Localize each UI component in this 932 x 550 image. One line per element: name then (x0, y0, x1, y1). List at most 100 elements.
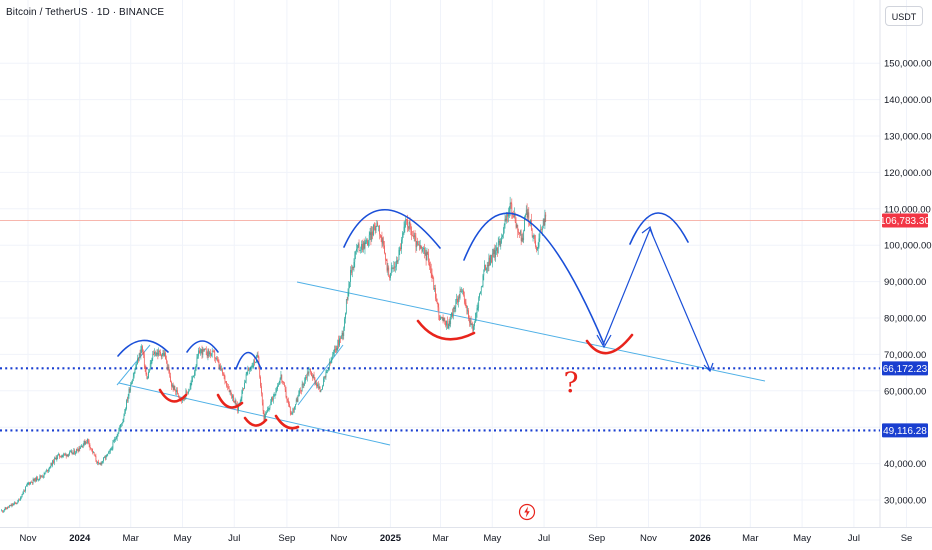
candle-body (427, 251, 429, 254)
blue-arc-annotation (343, 209, 441, 249)
candle-body (129, 389, 131, 391)
candle-body (190, 382, 192, 387)
candle (359, 250, 361, 251)
candle (339, 335, 340, 347)
candle (443, 317, 445, 322)
candle (250, 365, 252, 372)
candle (119, 425, 121, 432)
candle (172, 382, 174, 392)
candle-body (34, 477, 36, 481)
candle-body (480, 287, 482, 292)
candle-body (289, 404, 290, 408)
price-axis[interactable]: 30,000.0040,000.0050,000.0060,000.0070,0… (884, 59, 932, 507)
candle-body (492, 253, 494, 255)
candle-body (238, 405, 239, 411)
candle-body (502, 232, 504, 236)
candle (353, 258, 355, 272)
candle-body (46, 469, 48, 472)
candle-body (98, 463, 100, 465)
candle (324, 375, 326, 379)
candle-body (268, 408, 270, 410)
candle (386, 258, 388, 273)
lightning-icon[interactable] (518, 503, 536, 521)
candle (47, 469, 48, 473)
candle (352, 266, 354, 271)
candle (300, 389, 302, 395)
candle-body (134, 368, 136, 374)
candle (476, 304, 478, 318)
candle (289, 401, 290, 408)
candle (356, 244, 358, 253)
candle-body (401, 239, 402, 250)
candle (205, 348, 206, 350)
red-arc-annotation (158, 388, 188, 403)
candle-body (272, 396, 274, 401)
time-axis[interactable]: Nov 2024 Mar May Jul Sep Nov 2025 Mar May Jul Sep No… (20, 533, 913, 544)
candle-body (311, 372, 312, 376)
candle-body (359, 250, 361, 251)
candle (469, 315, 470, 327)
red-arc-annotation (216, 393, 244, 409)
candle-body (519, 232, 520, 234)
candle (459, 286, 461, 300)
candle (149, 368, 150, 373)
candle (76, 447, 78, 451)
candle-body (288, 400, 289, 405)
candle-body (370, 232, 372, 240)
candle (516, 223, 518, 229)
candle (505, 215, 507, 222)
candle (23, 489, 25, 495)
candle (490, 254, 491, 266)
price-tick-label: 40,000.00 (884, 459, 926, 470)
candle-body (400, 247, 401, 250)
candle-body (174, 385, 176, 390)
candle-body (463, 294, 465, 301)
candle (269, 404, 271, 411)
candle (442, 314, 444, 324)
candle (418, 240, 419, 246)
candle (519, 229, 521, 236)
candle-body (193, 376, 194, 378)
candle-body (448, 321, 450, 328)
candle (36, 476, 38, 481)
candle-body (8, 506, 10, 508)
candle (260, 375, 261, 389)
candle-body (278, 383, 280, 385)
candle-body (189, 386, 191, 390)
candle-body (223, 374, 225, 376)
candle-body (373, 224, 374, 236)
candle-body (461, 291, 463, 292)
candle-body (519, 231, 521, 234)
candle-body (331, 358, 333, 361)
candle-body (152, 353, 154, 359)
symbol-title[interactable]: Bitcoin / TetherUS · 1D · BINANCE (6, 7, 165, 18)
time-tick-label: May (483, 533, 501, 544)
candle-body (52, 460, 53, 466)
candle-body (98, 461, 99, 464)
candle-body (480, 291, 481, 294)
currency-selector[interactable]: USDT (885, 6, 923, 26)
candle-body (316, 382, 317, 387)
candle (68, 453, 70, 458)
candle-body (537, 246, 539, 250)
candle-body (192, 377, 194, 379)
candle-body (491, 255, 492, 263)
candle (481, 285, 483, 288)
candle (80, 445, 81, 449)
level-price-badge: 66,172.23 (882, 361, 928, 376)
candle (331, 356, 333, 363)
candle-body (171, 381, 172, 387)
candle-body (154, 351, 156, 356)
candle-body (142, 346, 143, 352)
candle-body (527, 212, 529, 218)
candle-body (18, 499, 20, 501)
candle-body (64, 453, 66, 455)
candle (14, 501, 15, 506)
candle (340, 336, 341, 344)
candle-body (290, 413, 292, 415)
candle-body (419, 245, 421, 247)
candle-body (464, 300, 466, 303)
candle (433, 276, 435, 290)
candle-body (466, 307, 468, 312)
